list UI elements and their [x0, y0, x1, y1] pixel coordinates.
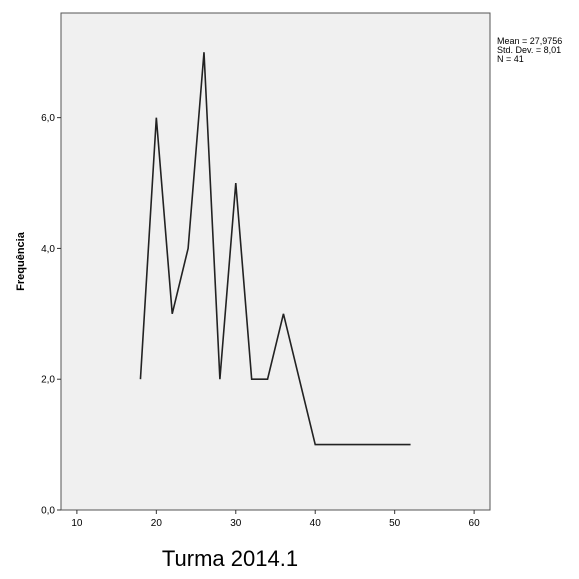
- y-tick-label: 2,0: [41, 375, 55, 386]
- x-tick-label: 20: [151, 518, 163, 529]
- y-axis: 0,0 2,0 4,0 6,0: [41, 113, 61, 517]
- x-tick-label: 10: [71, 518, 83, 529]
- plot-area: [60, 12, 491, 511]
- stats-line: Mean = 27,9756: [497, 36, 562, 46]
- x-axis: 10 20 30 40 50 60: [71, 510, 480, 529]
- x-tick-label: 40: [310, 518, 322, 529]
- series-line: [139, 52, 411, 446]
- y-tick-label: 0,0: [41, 506, 55, 517]
- stats-line: Std. Dev. = 8,01: [497, 45, 561, 55]
- x-tick-label: 50: [389, 518, 401, 529]
- y-tick-label: 6,0: [41, 113, 55, 124]
- y-tick-label: 4,0: [41, 244, 55, 255]
- series-group: [139, 52, 411, 446]
- y-axis-label: Frequência: [15, 231, 27, 291]
- x-tick-label: 60: [469, 518, 481, 529]
- stats-line: N = 41: [497, 54, 524, 64]
- x-tick-label: 30: [230, 518, 242, 529]
- chart-caption: Turma 2014.1: [161, 546, 299, 571]
